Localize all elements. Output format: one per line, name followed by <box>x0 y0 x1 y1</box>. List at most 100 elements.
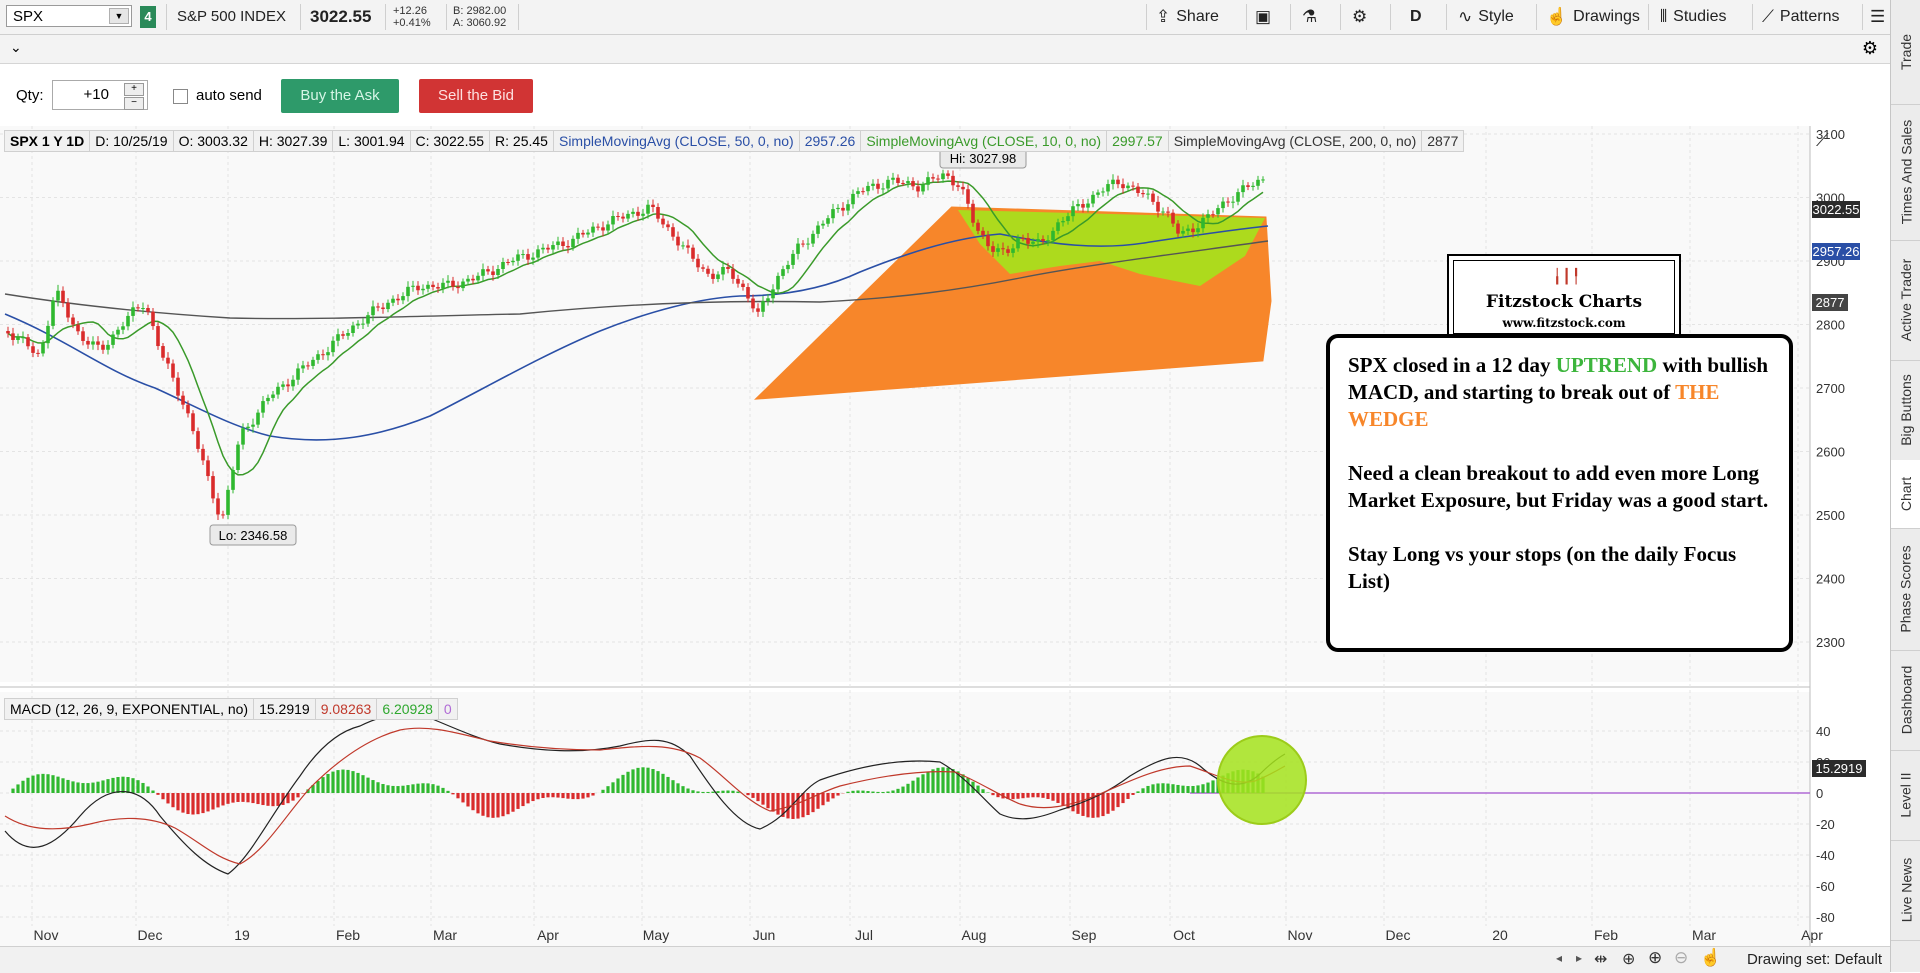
macd-tick: -60 <box>1816 879 1835 894</box>
patterns-button[interactable]: ⟋ Patterns <box>1762 0 1840 34</box>
zoom-out-icon[interactable]: ⊖ <box>1674 948 1688 968</box>
macd-bar <box>111 778 114 793</box>
bid-price: B: 2982.00 <box>453 5 506 17</box>
crosshair-icon[interactable]: ⊕ <box>1622 949 1635 969</box>
candle-body <box>711 274 715 279</box>
drawings-button[interactable]: ☝ Drawings <box>1546 0 1640 34</box>
aggregation-button[interactable]: D <box>1410 0 1422 34</box>
macd-bar <box>746 793 749 795</box>
macd-bar <box>856 790 859 793</box>
tab-phase-scores[interactable]: Phase Scores <box>1891 528 1920 651</box>
macd-bar <box>181 793 184 813</box>
sma200-label[interactable]: SimpleMovingAvg (CLOSE, 200, 0, no) <box>1169 131 1423 151</box>
sell-bid-button[interactable]: Sell the Bid <box>419 79 533 113</box>
candle-body <box>1096 192 1100 194</box>
price-tick: 2300 <box>1816 635 1845 650</box>
candle-body <box>646 205 650 214</box>
period-label: SPX 1 Y 1D <box>5 131 90 151</box>
candle-body <box>296 368 300 379</box>
macd-bar <box>381 784 384 793</box>
tab-level-ii[interactable]: Level II <box>1891 750 1920 841</box>
auto-send-checkbox[interactable] <box>173 89 188 104</box>
candle-body <box>116 330 120 335</box>
increment-icon[interactable]: + <box>124 83 144 96</box>
scroll-left-icon[interactable]: ◂ <box>1556 951 1562 965</box>
macd-bar <box>656 771 659 793</box>
macd-bar <box>716 791 719 793</box>
candle-body <box>476 276 480 281</box>
macd-bar <box>446 791 449 793</box>
macd-bar <box>786 793 789 818</box>
hand-icon[interactable]: ☝ <box>1700 948 1721 968</box>
candle-body <box>121 326 125 329</box>
gear-icon[interactable]: ⚙ <box>1862 38 1878 59</box>
decrement-icon[interactable]: − <box>124 97 144 110</box>
studies-button[interactable]: ⫴ Studies <box>1660 0 1727 34</box>
collapse-chevron-icon[interactable]: ⌄ <box>10 39 22 56</box>
macd-bar <box>186 793 189 814</box>
quantity-stepper[interactable]: +10 + − <box>52 80 148 110</box>
drawing-set-label[interactable]: Drawing set: Default <box>1747 947 1882 973</box>
candle-body <box>891 178 895 180</box>
candle-body <box>671 227 675 236</box>
candle-body <box>376 306 380 307</box>
style-icon[interactable]: ⟋ <box>1816 130 1829 151</box>
candle-body <box>566 246 570 247</box>
candle-body <box>186 405 190 414</box>
side-panel-tabs: Trade Times And Sales Active Trader Big … <box>1890 0 1920 972</box>
macd-bar <box>906 784 909 793</box>
candle-body <box>111 335 115 345</box>
scroll-right-icon[interactable]: ▸ <box>1576 951 1582 965</box>
settings-button[interactable]: ⚙ <box>1352 0 1367 34</box>
zoom-in-icon[interactable]: ⊕ <box>1648 948 1662 968</box>
share-button[interactable]: ⇪ Share <box>1156 0 1219 34</box>
tab-trade[interactable]: Trade <box>1891 0 1920 105</box>
time-tick: Sep <box>1072 927 1097 943</box>
style-button[interactable]: ∿ Style <box>1458 0 1514 34</box>
sma10-label[interactable]: SimpleMovingAvg (CLOSE, 10, 0, no) <box>861 131 1107 151</box>
tab-active-trader[interactable]: Active Trader <box>1891 240 1920 361</box>
note-paragraph-2: Need a clean breakout to add even more L… <box>1348 460 1771 514</box>
candle-body <box>301 365 305 368</box>
time-tick: Nov <box>1288 927 1313 943</box>
candle-body <box>101 345 105 350</box>
buy-ask-button[interactable]: Buy the Ask <box>281 79 399 113</box>
divider <box>1648 4 1649 30</box>
macd-label[interactable]: MACD (12, 26, 9, EXPONENTIAL, no) <box>5 699 254 719</box>
macd-bar <box>406 785 409 793</box>
fitzstock-logo: ╽┃╿ Fitzstock Charts www.fitzstock.com <box>1447 254 1681 340</box>
macd-bar <box>136 780 139 793</box>
macd-bar <box>751 793 754 798</box>
macd-bar <box>331 772 334 793</box>
candle-body <box>231 470 235 490</box>
candle-body <box>56 291 60 301</box>
tab-live-news[interactable]: Live News <box>1891 840 1920 941</box>
symbol-selector[interactable]: SPX ▼ <box>6 5 132 27</box>
pan-icon[interactable]: ⇹ <box>1594 949 1607 969</box>
studies-lab-button[interactable]: ⚗ <box>1302 0 1317 34</box>
candle-body <box>196 431 200 449</box>
tab-dashboard[interactable]: Dashboard <box>1891 650 1920 751</box>
tab-times-and-sales[interactable]: Times And Sales <box>1891 104 1920 241</box>
menu-button[interactable]: ☰ <box>1870 0 1885 34</box>
snapshot-button[interactable]: ▣ <box>1255 0 1271 34</box>
candle-body <box>996 248 1000 252</box>
bullish-macd-highlight <box>1218 736 1306 824</box>
macd-bar <box>1211 780 1214 793</box>
chevron-down-icon[interactable]: ▼ <box>109 8 129 24</box>
candle-body <box>1166 212 1170 213</box>
macd-bar <box>631 769 634 793</box>
candle-body <box>1061 221 1065 222</box>
sma50-label[interactable]: SimpleMovingAvg (CLOSE, 50, 0, no) <box>554 131 800 151</box>
macd-bar <box>431 784 434 793</box>
candle-body <box>781 269 785 276</box>
candle-body <box>606 224 610 230</box>
tab-chart[interactable]: Chart <box>1891 460 1920 529</box>
macd-bar <box>66 780 69 793</box>
candle-body <box>406 287 410 296</box>
candle-body <box>986 235 990 246</box>
link-group-badge[interactable]: 4 <box>140 6 156 28</box>
tab-big-buttons[interactable]: Big Buttons <box>1891 360 1920 461</box>
macd-bar <box>1146 786 1149 793</box>
macd-bar <box>1186 786 1189 793</box>
